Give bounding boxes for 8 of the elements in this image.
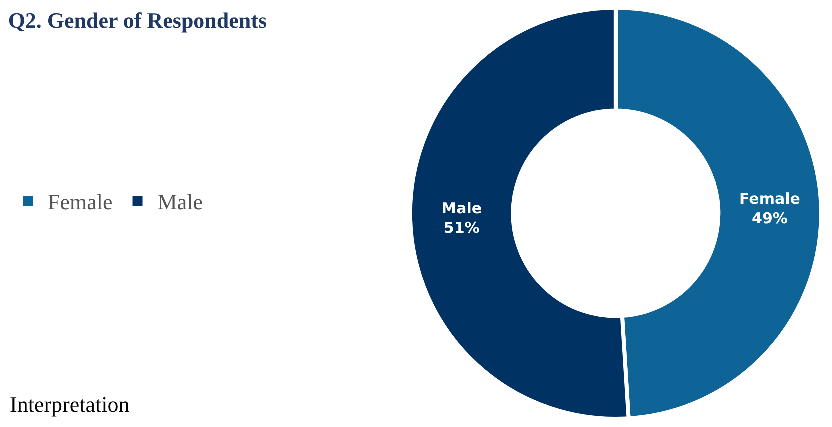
- slice-label: Male: [442, 200, 482, 218]
- chart-title: Q2. Gender of Respondents: [8, 8, 268, 34]
- legend-label: Male: [158, 190, 203, 215]
- slice-label: Female: [740, 190, 800, 208]
- data-label: 51%: [444, 219, 480, 238]
- text: Interpretation: [10, 392, 130, 417]
- legend-label: Female: [48, 190, 113, 215]
- data-label: 49%: [752, 209, 788, 228]
